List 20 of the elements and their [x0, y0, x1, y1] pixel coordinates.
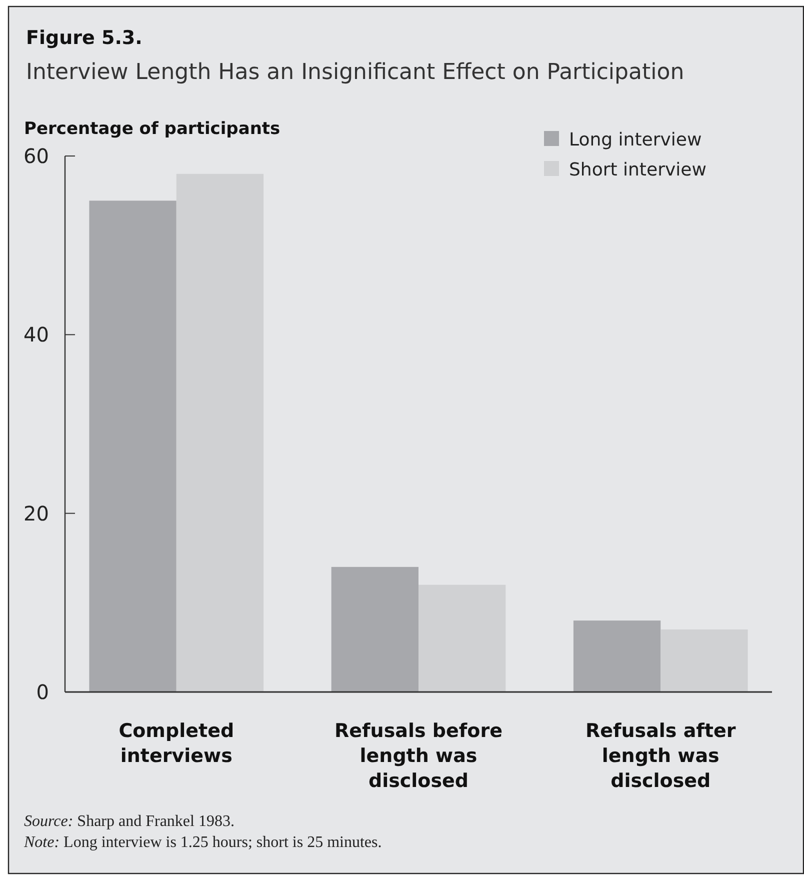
- bar: [89, 200, 176, 692]
- bar: [331, 566, 418, 692]
- y-tick-label: 60: [24, 144, 49, 168]
- y-axis-title: Percentage of participants: [24, 119, 280, 139]
- bar: [573, 620, 661, 692]
- bar: [176, 174, 264, 692]
- x-tick-label: Refusals after length was disclosed: [585, 720, 736, 792]
- y-tick-label: 40: [24, 322, 49, 347]
- x-tick-label: Completed interviews: [118, 720, 234, 767]
- y-tick-label: 20: [24, 501, 49, 526]
- chart-subtitle: Interview Length Has an Insignificant Effect on Participation: [26, 60, 684, 85]
- text: Note: Long interview is 1.25 hours; short is 25 minutes.: [23, 834, 382, 851]
- source-note: Source: Sharp and Frankel 1983.: [24, 813, 234, 830]
- chart-title: Figure 5.3.: [26, 27, 142, 49]
- legend-label: Short interview: [569, 159, 706, 180]
- legend-label: Long interview: [569, 129, 702, 150]
- x-tick-label: Refusals before length was disclosed: [334, 720, 502, 792]
- bar: [660, 629, 748, 692]
- bar: [418, 584, 506, 692]
- y-tick-label: 0: [36, 680, 49, 704]
